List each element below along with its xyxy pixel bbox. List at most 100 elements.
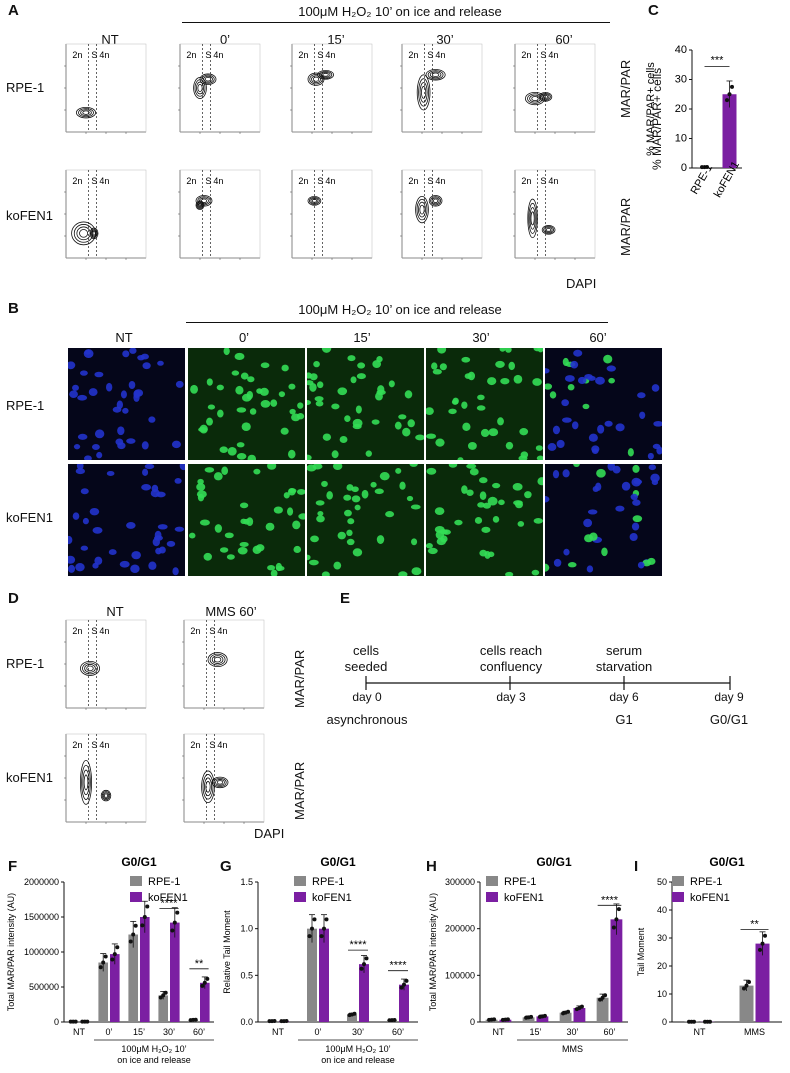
nucleus-1-2-22 [346, 538, 355, 546]
nucleus-0-4-17 [637, 392, 646, 399]
nucleus-0-4-31 [567, 384, 575, 391]
nucleus-1-0-24 [106, 470, 115, 476]
nucleus-0-1-10 [190, 384, 198, 394]
panel-b-treatment: 100μM H₂O₂ 10’ on ice and release [298, 302, 502, 317]
flow-contour-a-top-4-1-3 [542, 94, 548, 99]
x-tick-label-2: 15’ [133, 1027, 145, 1037]
dot-2-1-0 [140, 923, 145, 928]
nucleus-1-1-35 [287, 507, 294, 516]
nucleus-1-2-17 [385, 511, 395, 518]
micrograph-r1-c0 [68, 464, 185, 576]
flow-contour-d-3-1-0 [211, 776, 229, 789]
dot-4-0-2 [193, 1017, 198, 1022]
nucleus-0-3-35 [435, 438, 445, 447]
nucleus-1-3-5 [454, 519, 463, 526]
step3-phase: G0/G1 [709, 712, 749, 727]
dot-0-0-2 [73, 1019, 78, 1024]
nucleus-0-3-22 [431, 362, 438, 370]
legend-label-0: RPE-1 [504, 876, 536, 888]
dot-1-1-1 [112, 952, 117, 957]
step1-day: day 3 [496, 690, 526, 704]
legend-swatch-0 [294, 876, 306, 886]
dot-1-0-1 [727, 92, 732, 97]
flow-gate-label-s-d-2: S [91, 740, 97, 750]
flow-contour-d-2-0-0 [80, 760, 93, 805]
dot-2-1-1 [362, 962, 366, 967]
legend-swatch-1 [672, 892, 684, 902]
flow-contour-d-0-0-0 [80, 660, 101, 676]
nucleus-0-4-37 [652, 443, 661, 450]
dot-4-1-0 [200, 983, 205, 988]
dot-2-1-1 [142, 915, 147, 919]
micrograph-r1-c2 [307, 464, 424, 576]
nucleus-1-0-36 [155, 547, 162, 555]
nucleus-0-4-32 [647, 452, 654, 460]
flow-contour-d-3-1-3 [216, 780, 224, 785]
panel-f-chart: G0/G1 0 500000 1000000 1500000 2000000 Total M… [6, 855, 214, 1065]
panel-label-e: E [340, 590, 351, 607]
legend-swatch-0 [486, 876, 498, 886]
nucleus-1-4-18 [607, 464, 616, 471]
nucleus-0-3-20 [439, 363, 447, 371]
bar-1-1 [536, 1016, 549, 1022]
x-tick-label-2: 30’ [352, 1027, 364, 1037]
step2-day: day 6 [609, 690, 639, 704]
bar-1-0 [522, 1017, 535, 1022]
panel-a-row-rpe1: RPE-1 [6, 80, 45, 95]
flow-contour-a-bot-4-0-0 [527, 198, 538, 239]
dot-3-0-2 [603, 993, 608, 998]
nucleus-1-0-10 [92, 562, 99, 569]
nucleus-0-3-33 [513, 374, 523, 384]
nucleus-0-3-2 [457, 457, 464, 460]
bar-1-0 [739, 985, 754, 1022]
nucleus-0-3-31 [537, 348, 543, 353]
dot-3-1-0 [611, 925, 616, 930]
y-tick-label-4: 40 [675, 44, 687, 56]
bar-2-1 [140, 917, 150, 1022]
nucleus-1-1-4 [253, 468, 261, 475]
nucleus-1-4-5 [563, 548, 570, 556]
bar-4-1 [200, 982, 210, 1022]
nucleus-1-1-24 [287, 487, 296, 496]
flow-gate-label-2n-a-bot-1: 2n [186, 176, 196, 186]
nucleus-0-2-27 [355, 405, 362, 414]
nucleus-1-2-9 [411, 567, 422, 576]
legend-label-0: RPE-1 [148, 876, 180, 888]
panel-d-xlabel: DAPI [254, 826, 285, 841]
nucleus-0-4-13 [615, 423, 625, 432]
y-tick-label-3: 30 [675, 74, 687, 86]
dot-1-0-1 [744, 983, 749, 988]
panel-b-col-60: 60’ [589, 330, 607, 345]
nucleus-0-3-30 [467, 442, 477, 450]
nucleus-0-4-30 [582, 403, 590, 410]
nucleus-0-0-33 [137, 354, 145, 361]
panel-label-b: B [8, 300, 19, 317]
nucleus-0-3-1 [499, 348, 506, 352]
micrograph-r1-c3 [426, 464, 543, 576]
flow-contour-a-top-2-0-2 [311, 75, 321, 84]
bar-1-1 [319, 928, 329, 1022]
nucleus-0-1-14 [206, 417, 213, 426]
nucleus-1-0-16 [174, 526, 185, 532]
chart-title: G0/G1 [709, 855, 745, 869]
flow-gate-label-4n-a-top-2: 4n [325, 50, 335, 60]
flow-contour-a-bot-2-0-0 [307, 196, 322, 206]
nucleus-0-2-12 [372, 360, 382, 368]
nucleus-0-0-32 [157, 360, 164, 366]
nucleus-0-3-15 [487, 377, 497, 386]
nucleus-0-3-25 [495, 360, 505, 368]
y-tick-label-3: 1500000 [24, 912, 59, 922]
flow-contour-a-bot-4-0-2 [529, 207, 536, 230]
flow-contour-a-top-4-1-0 [538, 92, 553, 102]
flow-contour-a-top-3-0-2 [419, 82, 428, 103]
legend-label-1: koFEN1 [312, 892, 352, 904]
dot-1-0-1 [101, 960, 106, 965]
nucleus-0-3-3 [448, 408, 457, 415]
flow-contour-d-2-0-2 [82, 769, 90, 796]
nucleus-1-1-20 [267, 565, 276, 571]
nucleus-1-2-1 [354, 504, 361, 511]
nucleus-1-2-4 [337, 531, 346, 540]
dot-1-0-1 [310, 926, 314, 931]
flow-contour-a-top-2-0-3 [312, 76, 320, 82]
panel-i-chart: G0/G1 0 10 20 30 40 50 Tail Moment NT MMS ** RPE-1 k… [636, 855, 782, 1037]
